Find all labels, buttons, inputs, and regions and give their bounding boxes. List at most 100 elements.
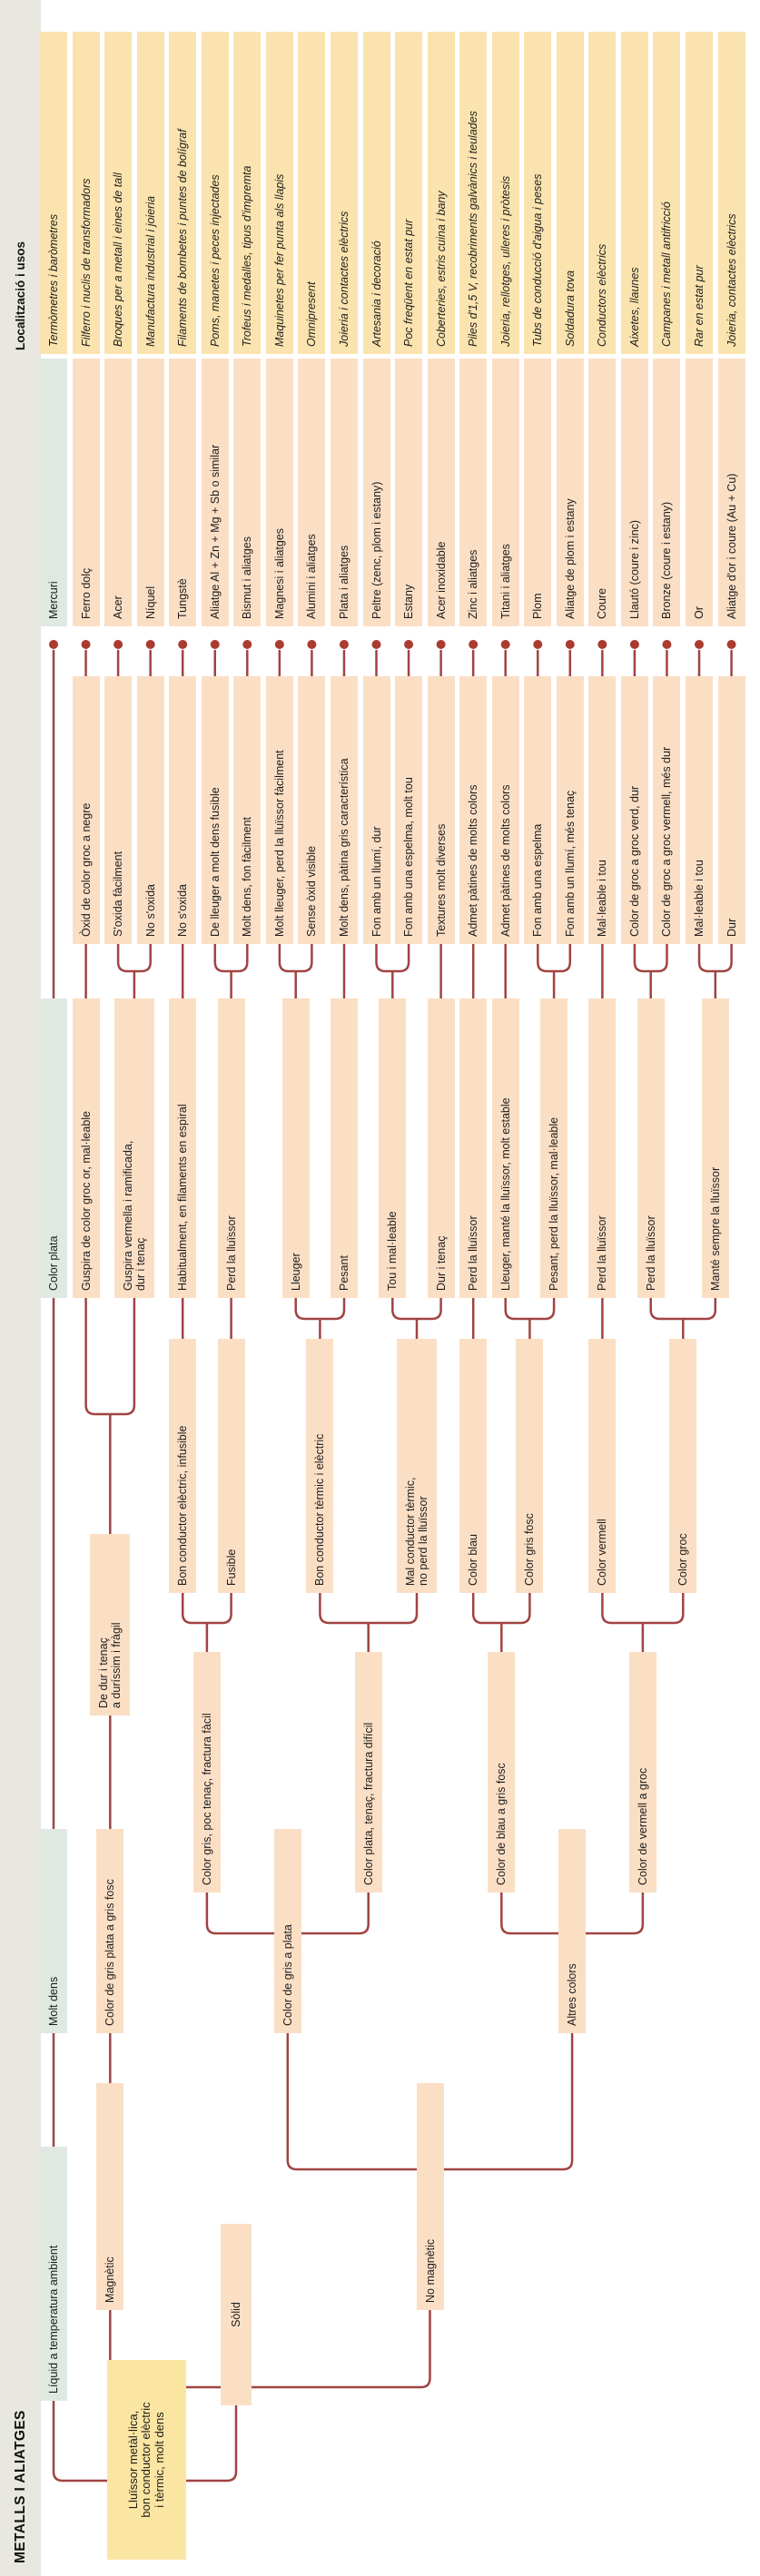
trait-box: Dur	[717, 676, 745, 944]
metal-dot-icon	[242, 640, 252, 649]
node-mal-cond-term: Mal conductor tèrmic, no perd la lluïsso…	[397, 1339, 437, 1593]
use-box: Campanes i metall antifricció	[653, 32, 681, 354]
node-gris-poc-tenac: Color gris, poc tenaç, fractura fàcil	[192, 1652, 221, 1893]
trait-box: Mal·leable i tou	[686, 676, 713, 944]
use-box: Trofeus i medalles, tipus d'impremta	[233, 32, 262, 354]
node-pesant: Pesant	[331, 998, 358, 1298]
use-box: Joieria i contactes elèctrics	[330, 32, 358, 354]
metal-dot-icon	[339, 640, 349, 649]
node-tou-malleable: Tou i mal·leable	[379, 998, 407, 1298]
use-box: Joieria, rellotges, ulleres i pròtesis	[491, 32, 519, 354]
use-box: Poms, manetes i peces injectades	[201, 32, 229, 354]
metal-dot-icon	[210, 640, 220, 649]
metal-box: Plom	[524, 359, 552, 626]
trait-box: De lleuger a molt dens fusible	[201, 676, 229, 944]
metal-box: Estany	[395, 359, 423, 626]
node-color-groc: Color groc	[669, 1339, 697, 1593]
metal-dot-icon	[436, 640, 446, 649]
metal-box: Alumini i aliatges	[298, 359, 326, 626]
trait-box: No s'oxida	[136, 676, 164, 944]
metal-box: Ferro dolç	[72, 359, 100, 626]
node-plata-tenac: Color plata, tenaç, fractura difícil	[354, 1652, 382, 1893]
trait-box: Molt lleuger, perd la lluïssor fàcilment	[265, 676, 293, 944]
metal-dot-icon	[662, 640, 672, 649]
metal-box: Or	[686, 359, 713, 626]
node-vermell-a-groc: Color de vermell a groc	[628, 1652, 656, 1893]
trait-box: Fon amb un llumí, més tenaç	[556, 676, 584, 944]
metal-dot-icon	[145, 640, 155, 649]
metal-box: Coure	[588, 359, 617, 626]
node-perd-coure: Perd la lluïssor	[588, 998, 617, 1298]
trait-box: Molt dens, pàtina gris característica	[330, 676, 358, 944]
metal-box: Aliatge de plom i estany	[556, 359, 584, 626]
node-perd-llauto: Perd la lluïssor	[637, 998, 665, 1298]
metal-dot-icon	[81, 640, 91, 649]
trait-box: No s'oxida	[169, 676, 197, 944]
trait-box: Molt dens, fon fàcilment	[233, 676, 262, 944]
node-pesant-perd: Pesant, perd la lluïssor, mal·leable	[540, 998, 568, 1298]
trait-box: S'oxida fàcilment	[104, 676, 133, 944]
static-connectors	[52, 942, 733, 2483]
metal-box: Zinc i aliatges	[459, 359, 488, 626]
node-perd-zinc: Perd la lluïssor	[459, 998, 488, 1298]
node-blau-a-gris-fosc: Color de blau a gris fosc	[488, 1652, 516, 1893]
trait-box: Mal·leable i tou	[588, 676, 617, 944]
node-dur-i-tenac: Dur i tenaç	[427, 998, 455, 1298]
metal-dot-icon	[404, 640, 414, 649]
trait-box: Fon amb un llumí, dur	[362, 676, 390, 944]
use-box: Broques per a metall i eines de tall	[104, 32, 133, 354]
trait-box: Òxid de color groc a negre	[72, 676, 100, 944]
use-box: Omnipresent	[298, 32, 326, 354]
use-box: Artesania i decoració	[362, 32, 390, 354]
use-box: Soldadura tova	[556, 32, 584, 354]
metal-dot-icon	[178, 640, 188, 649]
metal-box: Aliatge d'or i coure (Au + Cu)	[717, 359, 745, 626]
node-bon-cond-elec: Bon conductor elèctric, infusible	[169, 1339, 197, 1593]
node-lleuger-mante: Lleuger, manté la lluïssor, molt estable	[491, 998, 519, 1298]
metal-dot-icon	[371, 640, 381, 649]
metal-box: Tungstè	[169, 359, 197, 626]
node-color-plata: Color plata	[40, 998, 67, 1298]
use-box: Rar en estat pur	[686, 32, 713, 354]
use-box: Aixetes, llaunes	[620, 32, 648, 354]
metal-box: Acer	[104, 359, 133, 626]
metal-dot-icon	[49, 640, 58, 649]
node-root: Lluïssor metàl·lica, bon conductor elèct…	[107, 2360, 186, 2560]
metal-box: Bronze (coure i estany)	[653, 359, 681, 626]
use-box: Termòmetres i baròmetres	[40, 32, 67, 354]
node-lleuger: Lleuger	[281, 998, 310, 1298]
node-molt-dens: Molt dens	[40, 1829, 67, 2033]
metal-dot-icon	[726, 640, 736, 649]
use-box: Tubs de conducció d'aigua i peses	[524, 32, 552, 354]
trait-box: Admet pàtines de molts colors	[491, 676, 519, 944]
trait-box: Color de groc a groc verd, dur	[620, 676, 648, 944]
metal-dot-icon	[307, 640, 317, 649]
metal-dot-icon	[114, 640, 123, 649]
trait-box: Textures molt diverses	[427, 676, 455, 944]
metal-dot-icon	[597, 640, 607, 649]
node-gris-plata-fosc: Color de gris plata a gris fosc	[96, 1829, 124, 2033]
use-box: Piles d'1,5 V, recobriments galvànics i …	[459, 32, 488, 354]
metal-box: Acer inoxidable	[427, 359, 455, 626]
metal-box: Aliatge Al + Zn + Mg + Sb o similar	[201, 359, 229, 626]
row-connectors	[49, 640, 736, 1000]
use-box: Joieria, contactes elèctrics	[717, 32, 745, 354]
metal-dot-icon	[469, 640, 479, 649]
metal-box: Magnesi i aliatges	[265, 359, 293, 626]
use-box: Poc freqüent en estat pur	[395, 32, 423, 354]
metal-box: Plata i aliatges	[330, 359, 358, 626]
node-non-magnetic: No magnètic	[416, 2083, 444, 2310]
metal-box: Bismut i aliatges	[233, 359, 262, 626]
node-color-blau: Color blau	[459, 1339, 488, 1593]
node-liquid: Líquid a temperatura ambient	[40, 2147, 67, 2401]
use-box: Maquinetes per fer punta als llapis	[265, 32, 293, 354]
use-box: Manufactura industrial i joieria	[136, 32, 164, 354]
node-guspira-vermella: Guspira vermella i ramificada, dur i ten…	[114, 998, 154, 1298]
node-guspira-or: Guspira de color groc or, mal·leable	[72, 998, 100, 1298]
metal-box: Mercuri	[40, 359, 67, 626]
node-filaments: Habitualment, en filaments en espiral	[169, 998, 197, 1298]
node-mante-sempre: Manté sempre la lluïssor	[701, 998, 729, 1298]
metal-dot-icon	[695, 640, 704, 649]
trait-box: Admet pàtines de molts colors	[459, 676, 488, 944]
